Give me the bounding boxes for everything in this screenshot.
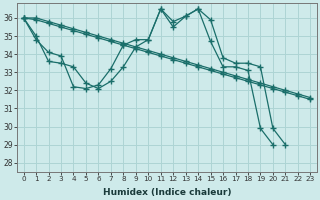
X-axis label: Humidex (Indice chaleur): Humidex (Indice chaleur) [103,188,231,197]
